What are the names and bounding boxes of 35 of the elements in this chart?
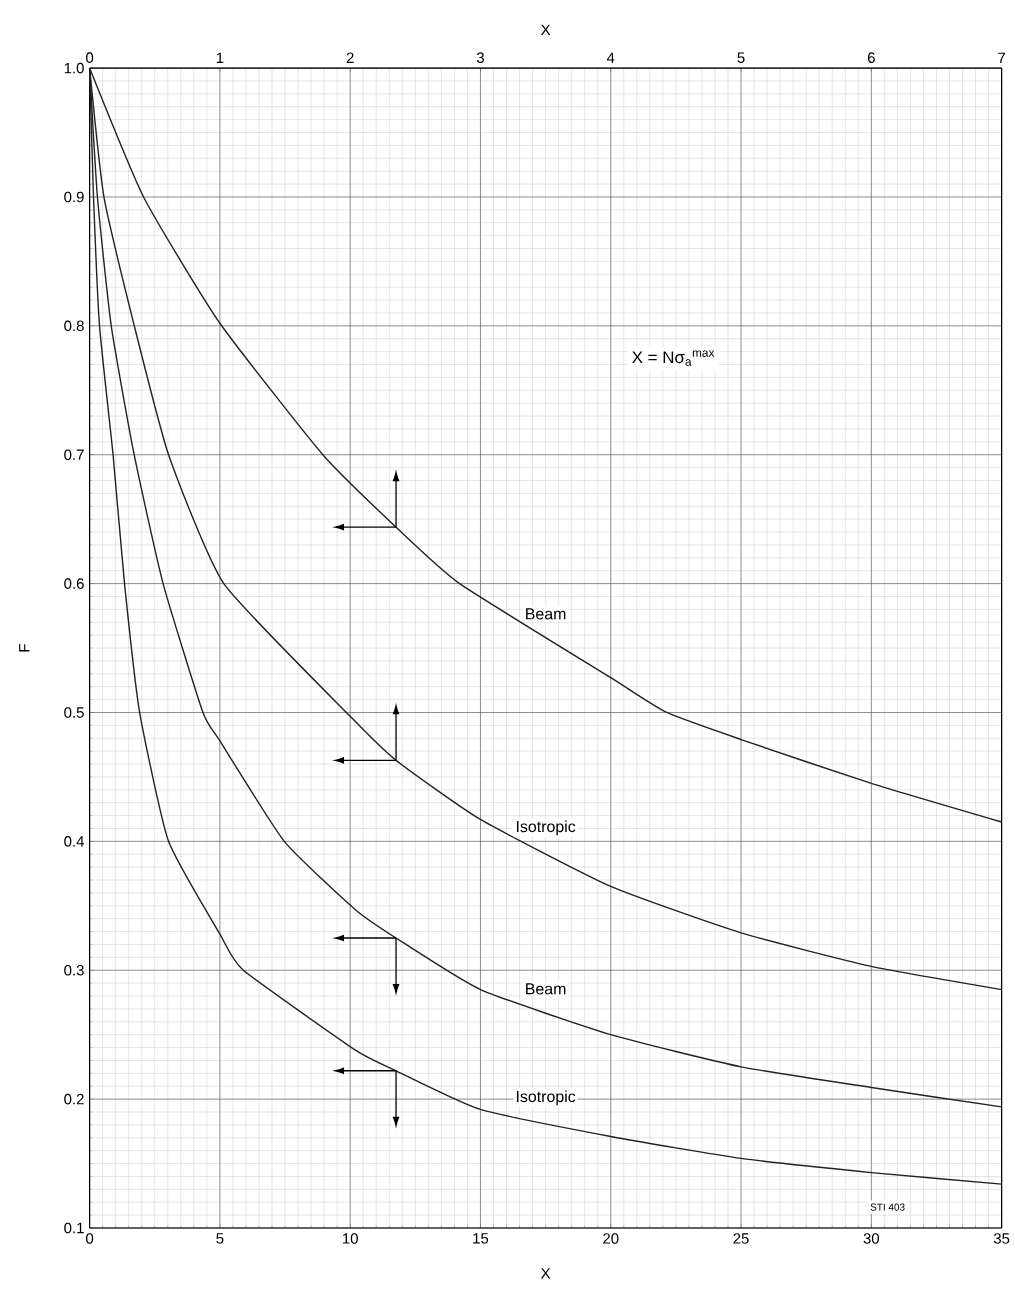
x-tick-label: 20 bbox=[603, 1233, 619, 1244]
x2-tick-label: 5 bbox=[737, 52, 745, 63]
series-label: Beam bbox=[526, 608, 566, 620]
y-tick-label: 0.6 bbox=[64, 578, 84, 589]
x-tick-label: 25 bbox=[733, 1233, 749, 1244]
y-tick-label: 0.7 bbox=[64, 449, 84, 461]
x-tick-label: 0 bbox=[86, 1233, 94, 1244]
x2-tick-label: 0 bbox=[86, 52, 94, 63]
x-tick-label: 35 bbox=[994, 1233, 1010, 1244]
x2-tick-label: 6 bbox=[868, 52, 876, 63]
y-tick-label: 0.8 bbox=[64, 320, 84, 332]
y-tick-label: 0.2 bbox=[64, 1093, 84, 1105]
y-tick-label: 0.4 bbox=[64, 836, 85, 847]
annotation: X = Nσ$_{a}$max bbox=[632, 350, 715, 366]
y-axis-title: F bbox=[19, 644, 30, 652]
x2-tick-label: 7 bbox=[998, 52, 1006, 63]
y-tick-label: 0.1 bbox=[64, 1222, 84, 1234]
y-tick-label: 1.0 bbox=[65, 62, 85, 74]
annotation: STI 403 bbox=[870, 1203, 905, 1211]
x-tick-label: 5 bbox=[216, 1233, 224, 1244]
x-tick-label: 30 bbox=[863, 1233, 880, 1244]
x-tick-label: 10 bbox=[343, 1233, 359, 1244]
x2-axis-title: X bbox=[541, 24, 551, 35]
x2-tick-label: 2 bbox=[346, 52, 354, 63]
y-tick-label: 0.9 bbox=[64, 191, 84, 203]
x2-tick-label: 3 bbox=[477, 52, 485, 63]
series-label: Isotropic bbox=[517, 1090, 576, 1106]
x-tick-label: 15 bbox=[473, 1233, 489, 1244]
x2-tick-label: 4 bbox=[607, 52, 615, 63]
series-label: Beam bbox=[526, 983, 566, 995]
y-tick-label: 0.3 bbox=[64, 964, 84, 976]
y-tick-label: 0.5 bbox=[64, 707, 85, 718]
x2-tick-label: 1 bbox=[217, 52, 224, 63]
x-axis-title: X bbox=[541, 1268, 551, 1279]
series-label: Isotropic bbox=[517, 820, 576, 836]
